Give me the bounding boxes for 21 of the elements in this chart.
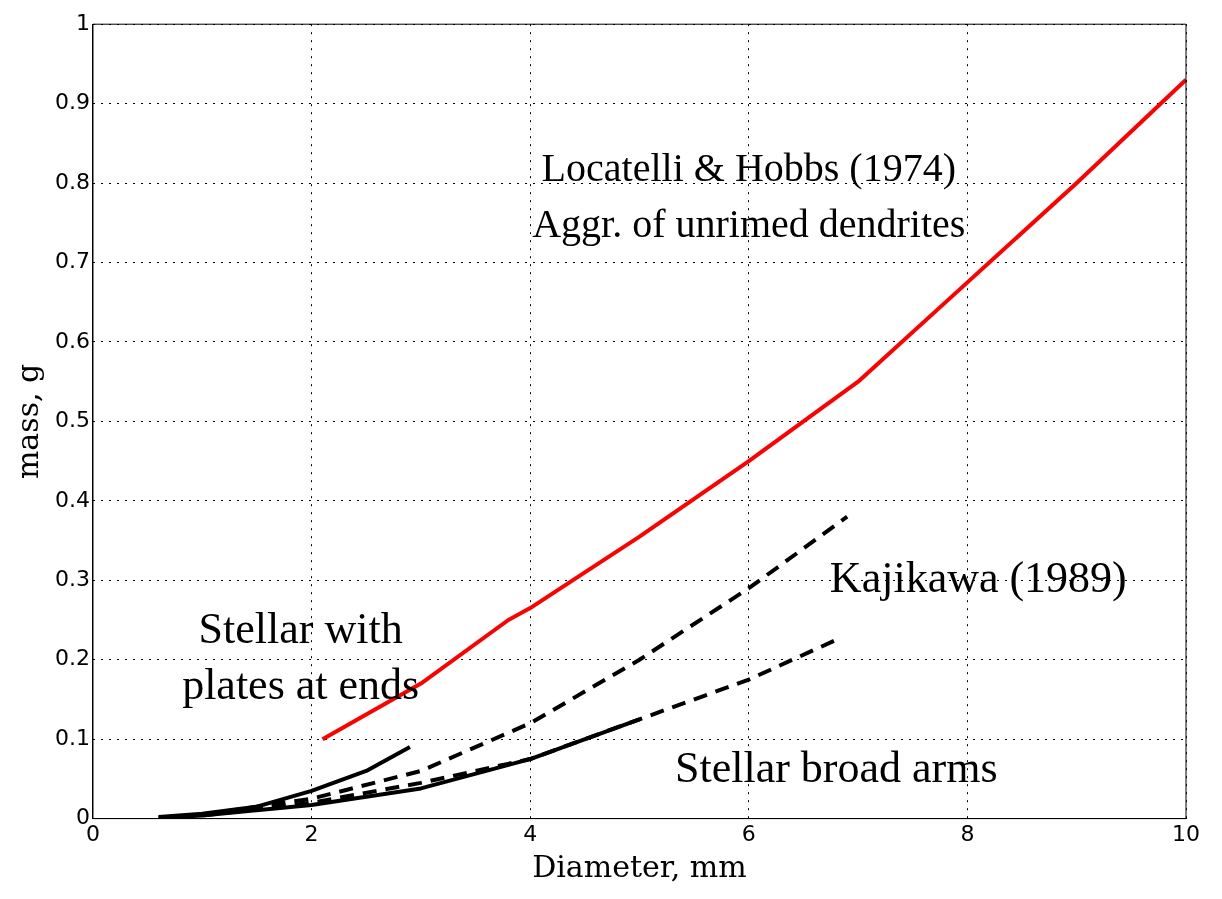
y-tick-label: 0.5 xyxy=(54,407,90,433)
annotation: Stellar broad arms xyxy=(674,743,998,793)
annotation: Locatelli & Hobbs (1974) Aggr. of unrimed dendrites xyxy=(532,145,966,247)
y-tick-label: 0.4 xyxy=(54,486,90,512)
y-tick-label: 0.3 xyxy=(54,566,90,591)
x-tick-label: 10 xyxy=(1172,820,1200,846)
annotation: Stellar with plates at ends xyxy=(182,604,420,710)
x-axis-title: Diameter, mm xyxy=(532,848,747,884)
annotation: Kajikawa (1989) xyxy=(829,552,1127,602)
x-tick-label: 8 xyxy=(960,820,975,846)
y-tick-label: 0.7 xyxy=(54,248,90,274)
y-tick-label: 0.6 xyxy=(54,327,90,353)
y-tick-label: 0.8 xyxy=(54,168,90,194)
y-tick-label: 1 xyxy=(75,9,90,35)
x-tick-label: 4 xyxy=(523,820,538,846)
x-tick-label: 2 xyxy=(304,820,319,846)
y-tick-label: 0.1 xyxy=(54,724,90,750)
y-tick-label: 0.9 xyxy=(54,89,90,115)
y-axis-title: mass, g xyxy=(9,363,45,480)
x-tick-label: 6 xyxy=(741,820,756,846)
y-tick-label: 0.2 xyxy=(54,645,90,671)
